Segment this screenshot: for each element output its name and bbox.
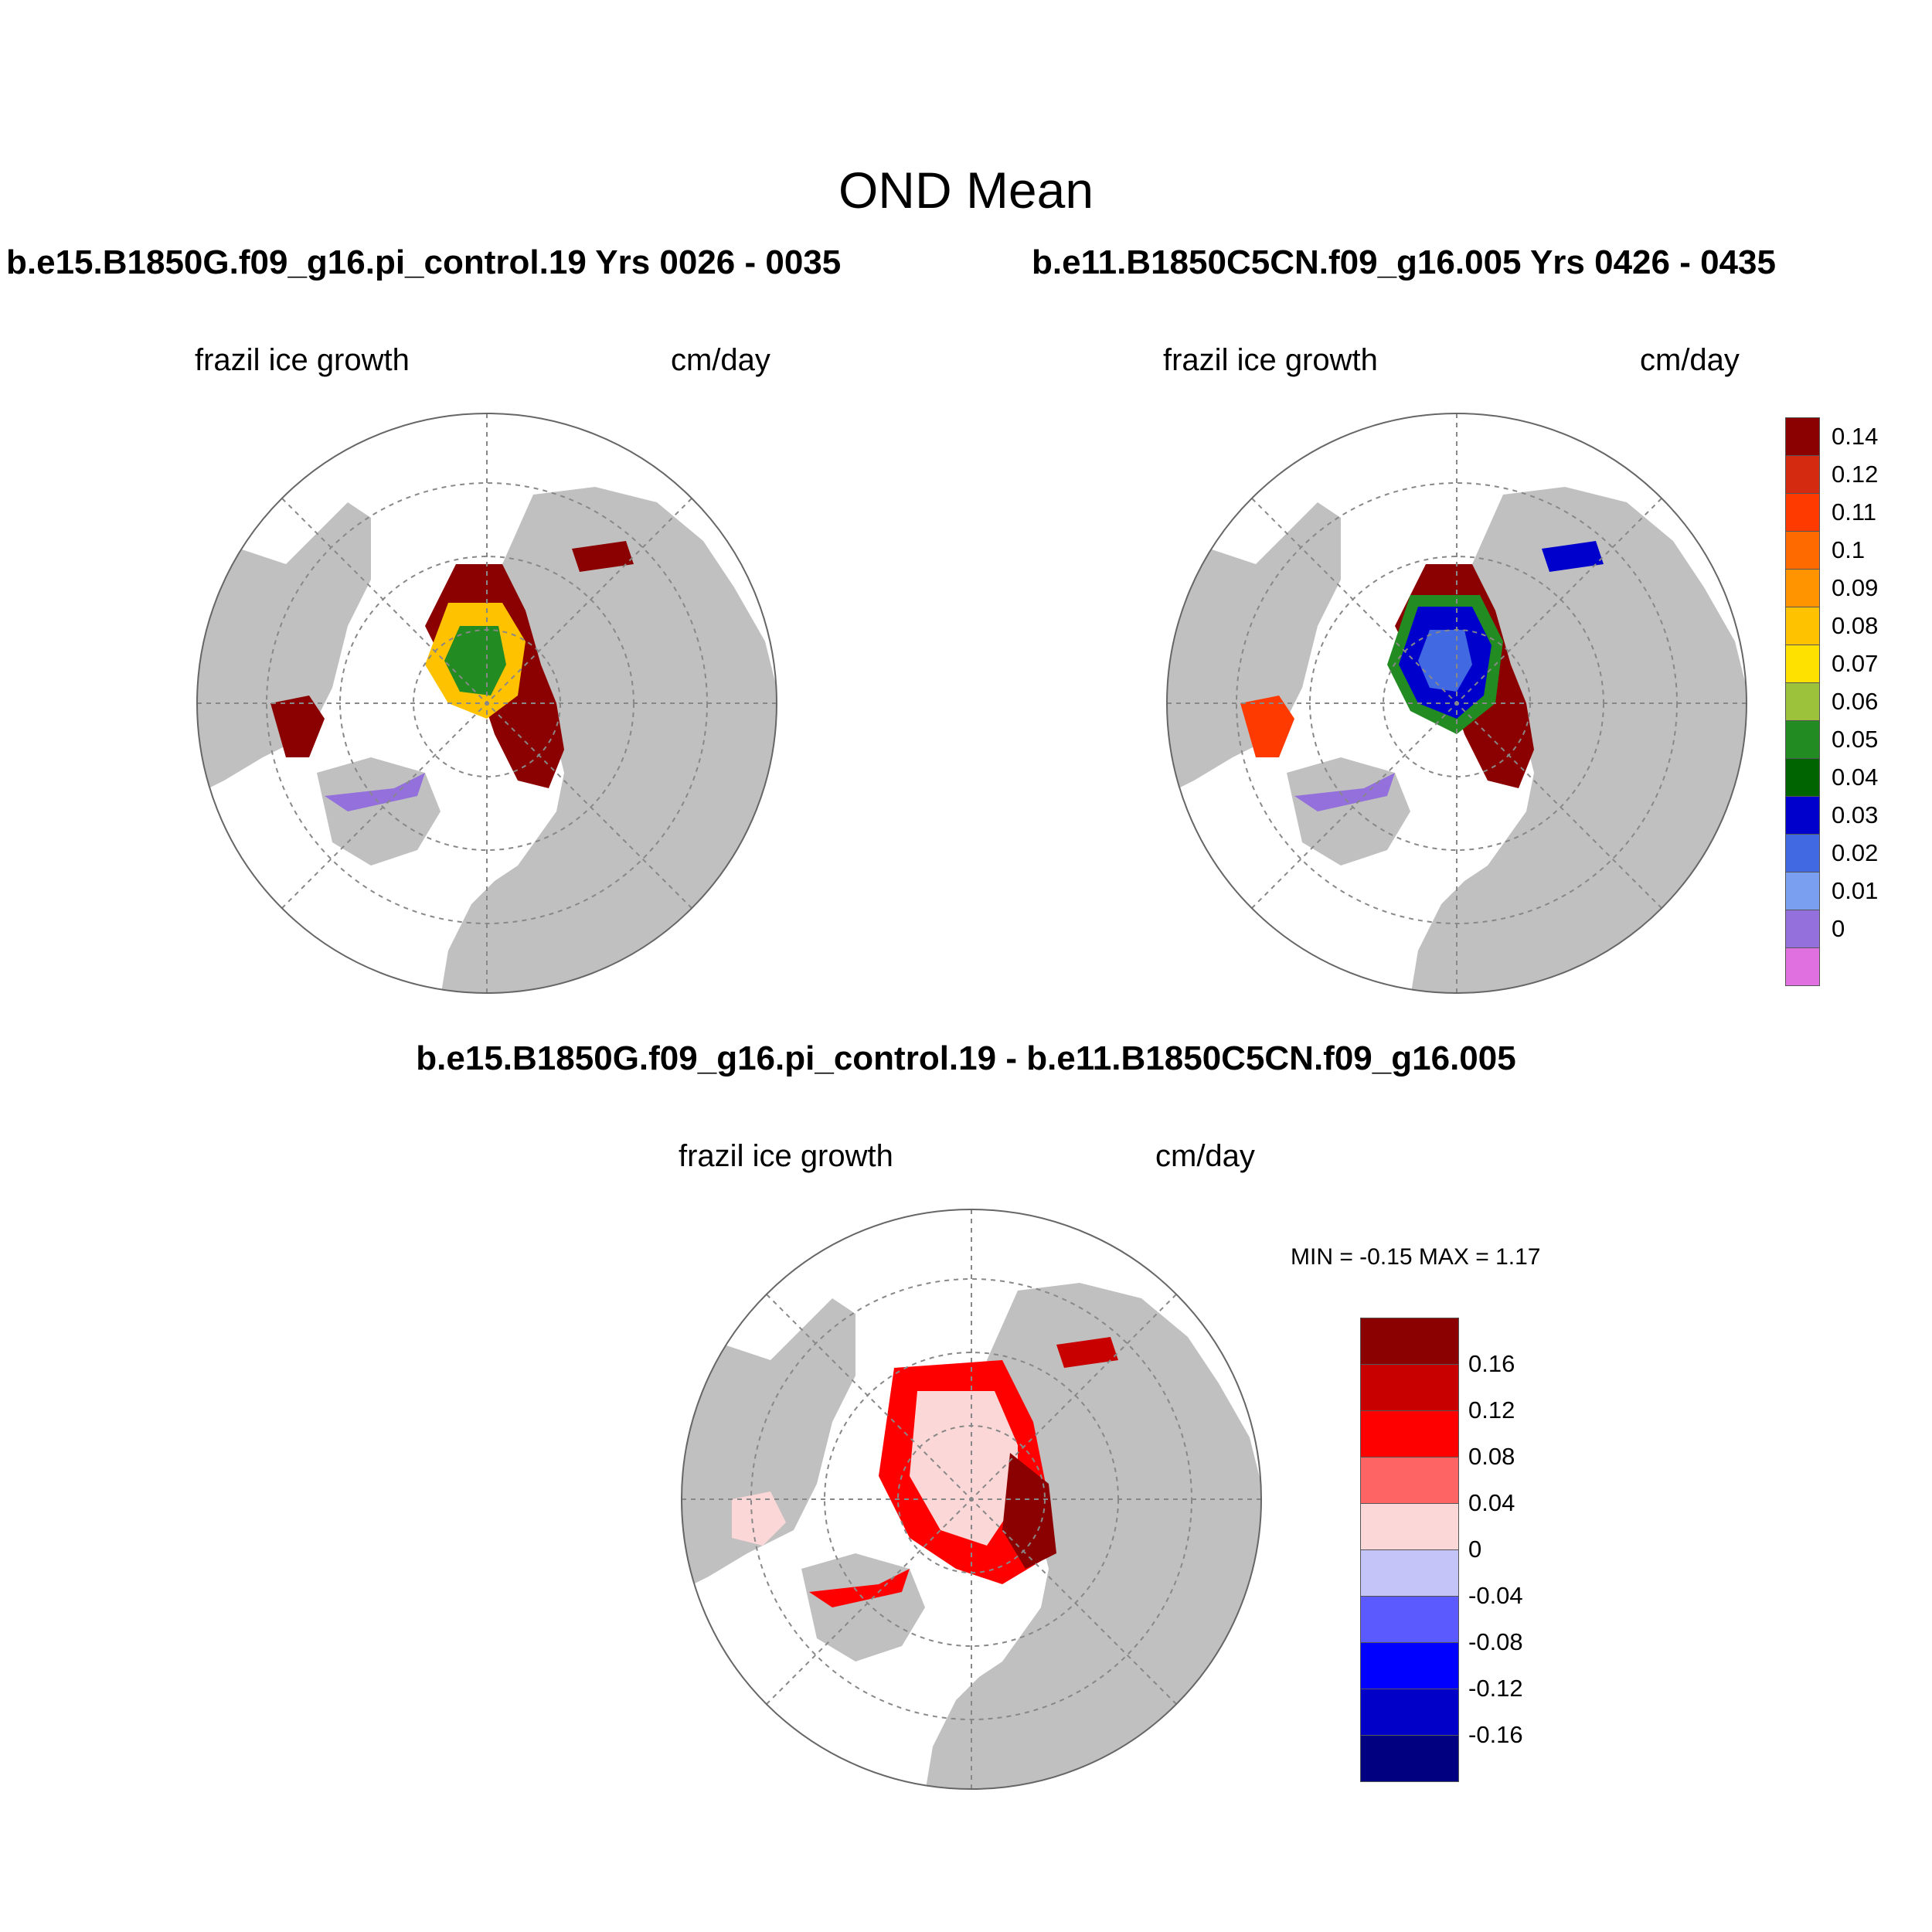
colorbar-swatch: [1785, 569, 1820, 607]
diff-polar-map: [681, 1209, 1262, 1790]
colorbar-label: 0.14: [1832, 422, 1879, 450]
colorbar-swatch: [1785, 834, 1820, 872]
figure-title: OND Mean: [838, 162, 1094, 219]
land-north-america: [197, 502, 371, 796]
diff-units-label: cm/day: [1155, 1139, 1255, 1173]
colorbar-swatch: [1785, 796, 1820, 835]
ice-arc: [1294, 773, 1395, 811]
colorbar-swatch: [1360, 1364, 1459, 1411]
colorbar-swatch: [1360, 1457, 1459, 1504]
colorbar-swatch: [1785, 947, 1820, 986]
panel1-units-label: cm/day: [671, 343, 770, 377]
colorbar-label: 0.07: [1832, 649, 1879, 677]
diff-east: [1002, 1453, 1056, 1569]
colorbar-label: 0.11: [1832, 498, 1877, 526]
diff-north: [1056, 1337, 1118, 1368]
panel1-variable-label: frazil ice growth: [195, 343, 410, 377]
colorbar-swatch: [1785, 758, 1820, 797]
ice-west: [270, 696, 325, 757]
colorbar-label: 0.12: [1468, 1396, 1515, 1423]
diff-arc: [809, 1569, 910, 1607]
colorbar-label: -0.08: [1468, 1628, 1523, 1655]
panel1-polar-map: [196, 413, 777, 994]
colorbar-swatch: [1360, 1549, 1459, 1597]
colorbar-swatch: [1785, 872, 1820, 910]
ice-north: [572, 541, 634, 572]
colorbar-label: 0.08: [1468, 1443, 1515, 1470]
colorbar-swatch: [1785, 910, 1820, 948]
colorbar-label: 0.09: [1832, 573, 1879, 601]
colorbar-label: 0.01: [1832, 876, 1879, 904]
colorbar-label: 0.04: [1468, 1489, 1515, 1516]
colorbar-label: 0: [1832, 914, 1845, 942]
colorbar-label: -0.12: [1468, 1675, 1523, 1702]
colorbar-label: 0.06: [1832, 687, 1879, 715]
colorbar-label: 0.03: [1832, 801, 1879, 828]
panel2-run-title: b.e11.B1850C5CN.f09_g16.005 Yrs 0426 - 0…: [1032, 243, 1776, 281]
colorbar-label: 0.16: [1468, 1350, 1515, 1377]
ice-west: [1240, 696, 1294, 757]
ice-arc: [325, 773, 425, 811]
colorbar-swatch: [1360, 1596, 1459, 1643]
colorbar-swatch: [1785, 455, 1820, 494]
diff-run-title: b.e15.B1850G.f09_g16.pi_control.19 - b.e…: [416, 1039, 1516, 1077]
colorbar-label: 0.05: [1832, 725, 1879, 753]
colorbar-diff: 0.16 0.12 0.08 0.04 0 -0.04 -0.08 -0.12 -0.16: [1360, 1318, 1561, 1782]
colorbar-label: 0.1: [1832, 536, 1866, 563]
colorbar-swatch: [1785, 493, 1820, 532]
colorbar-swatch: [1360, 1503, 1459, 1550]
ice-core: [444, 626, 506, 696]
diff-min-max-label: MIN = -0.15 MAX = 1.17: [1291, 1244, 1541, 1270]
colorbar-label: 0.08: [1832, 611, 1879, 639]
colorbar-swatch: [1785, 682, 1820, 721]
panel2-polar-map: [1166, 413, 1747, 994]
ice-north: [1542, 541, 1604, 572]
colorbar-swatch: [1360, 1642, 1459, 1689]
colorbar-label: 0.04: [1832, 763, 1879, 791]
diff-center: [910, 1391, 1018, 1546]
colorbar-swatch: [1785, 417, 1820, 456]
colorbar-swatch: [1785, 720, 1820, 759]
land-north-america: [682, 1298, 855, 1592]
colorbar-swatch: [1785, 607, 1820, 645]
panel2-units-label: cm/day: [1640, 343, 1740, 377]
colorbar-swatch: [1360, 1318, 1459, 1365]
panel1-run-title: b.e15.B1850G.f09_g16.pi_control.19 Yrs 0…: [6, 243, 842, 281]
ice-core: [1418, 630, 1472, 692]
colorbar-swatch: [1360, 1410, 1459, 1458]
diff-variable-label: frazil ice growth: [679, 1139, 893, 1173]
colorbar-label: 0.02: [1832, 838, 1879, 866]
colorbar-swatch: [1360, 1689, 1459, 1736]
colorbar-label: -0.16: [1468, 1721, 1523, 1748]
diff-west: [732, 1492, 786, 1546]
colorbar-label: 0.12: [1832, 460, 1879, 488]
colorbar-label: 0: [1468, 1536, 1482, 1563]
colorbar-swatch: [1785, 645, 1820, 683]
colorbar-label: -0.04: [1468, 1582, 1523, 1609]
land-north-america: [1167, 502, 1341, 796]
panel2-variable-label: frazil ice growth: [1163, 343, 1378, 377]
colorbar-main: 0.14 0.12 0.11 0.1 0.09 0.08 0.07 0.06 0.05 0.04 0…: [1785, 417, 1932, 986]
colorbar-swatch: [1360, 1735, 1459, 1782]
colorbar-swatch: [1785, 531, 1820, 570]
